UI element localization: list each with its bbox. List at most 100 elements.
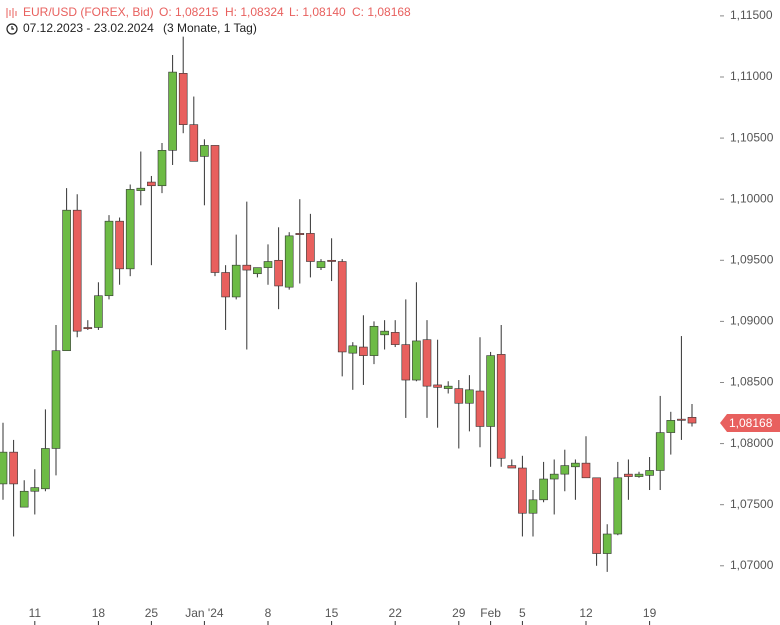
candle-body (422, 339, 432, 387)
candle-body (189, 124, 199, 162)
period: (3 Monate, 1 Tag) (163, 21, 257, 35)
candle-body (528, 499, 538, 514)
y-tick-label: 1,10500 (730, 130, 774, 144)
candle-body (645, 470, 654, 476)
y-tick-label: 1,07000 (730, 558, 774, 572)
y-tick-label: 1,08000 (730, 436, 774, 450)
candle-body (486, 355, 495, 427)
candle-body (666, 420, 676, 433)
x-tick-label: 22 (389, 606, 403, 620)
candle-body (624, 473, 633, 477)
x-tick-label: 29 (452, 606, 466, 620)
candle-body (200, 145, 209, 157)
candle-body (0, 451, 8, 485)
ohlc-open: O: 1,08215 (159, 5, 219, 19)
candle-body (677, 418, 686, 421)
candle-body (210, 145, 220, 273)
y-tick-label: 1,09000 (730, 314, 774, 328)
candle-body (41, 448, 50, 490)
candle-body (19, 490, 29, 508)
candle-body (295, 233, 305, 235)
candle-body (433, 384, 442, 388)
candle-body (443, 385, 453, 389)
ohlc-close: C: 1,08168 (352, 5, 411, 19)
candle-body (157, 150, 167, 187)
candle-body (115, 220, 124, 270)
candle-body (560, 465, 570, 475)
last-price-tag (720, 414, 780, 433)
candle-body (602, 533, 612, 554)
date-range: 07.12.2023 - 23.02.2024 (23, 21, 154, 35)
x-tick-label: 12 (579, 606, 593, 620)
candle-body (284, 235, 294, 288)
candle-body (401, 344, 411, 381)
x-tick-label: 25 (145, 606, 159, 620)
candle-body (348, 345, 358, 354)
candle-body (634, 473, 644, 477)
candle-body (125, 189, 135, 270)
x-tick-label: Jan '24 (185, 606, 224, 620)
candle-body (337, 261, 347, 353)
candle-body (687, 417, 697, 424)
x-tick-label: Feb (480, 606, 501, 620)
candle-body (549, 473, 559, 480)
candle-body (359, 346, 368, 356)
header-icon (6, 8, 17, 18)
x-tick-label: 15 (325, 606, 339, 620)
candle-body (518, 467, 527, 514)
candle-body (412, 340, 421, 381)
candle-body (242, 264, 252, 271)
candle-body (147, 181, 156, 187)
candle-body (380, 330, 389, 336)
ohlc-low: L: 1,08140 (289, 5, 346, 19)
candle-body (571, 462, 580, 468)
candle-body (263, 261, 273, 268)
candle-body (306, 233, 315, 262)
candle-body (9, 451, 18, 485)
y-tick-label: 1,09500 (730, 252, 774, 266)
y-tick-label: 1,11000 (730, 69, 773, 83)
candle-body (465, 389, 474, 404)
candle-body (136, 187, 146, 191)
candle-body (539, 478, 548, 501)
y-tick-label: 1,08500 (730, 375, 774, 389)
candle-body (613, 477, 623, 535)
clock-icon (6, 23, 18, 35)
candle-body (231, 264, 241, 298)
candle-body (369, 325, 379, 356)
candle-body (507, 465, 517, 469)
candle-body (72, 209, 82, 332)
candle-body (592, 477, 601, 554)
candle-body (496, 354, 506, 459)
candle-body (253, 267, 262, 275)
candle-body (655, 432, 665, 471)
candle-body (454, 388, 464, 404)
candle-body (581, 462, 591, 479)
candle-body (274, 259, 283, 287)
x-tick-label: 5 (519, 606, 526, 620)
last-price-label: 1,08168 (729, 416, 773, 430)
candle-body (316, 261, 326, 268)
x-tick-label: 8 (265, 606, 272, 620)
candle-body (221, 272, 230, 298)
candle-body (30, 487, 40, 492)
candle-body (51, 350, 61, 449)
x-tick-label: 18 (92, 606, 106, 620)
candle-body (94, 295, 103, 328)
candle-body (168, 71, 177, 151)
y-tick-label: 1,11500 (730, 8, 773, 22)
candle-body (83, 327, 93, 330)
ohlc-high: H: 1,08324 (225, 5, 284, 19)
x-tick-label: 11 (29, 606, 42, 620)
candle-body (390, 332, 400, 345)
x-tick-label: 19 (643, 606, 657, 620)
symbol: EUR/USD (FOREX, Bid) (23, 5, 154, 19)
y-tick-label: 1,10000 (730, 191, 774, 205)
candle-body (475, 390, 485, 427)
y-tick-label: 1,07500 (730, 497, 774, 511)
candle-body (104, 220, 114, 297)
candle-body (62, 209, 71, 352)
candle-body (327, 259, 336, 262)
candle-body (178, 73, 188, 125)
